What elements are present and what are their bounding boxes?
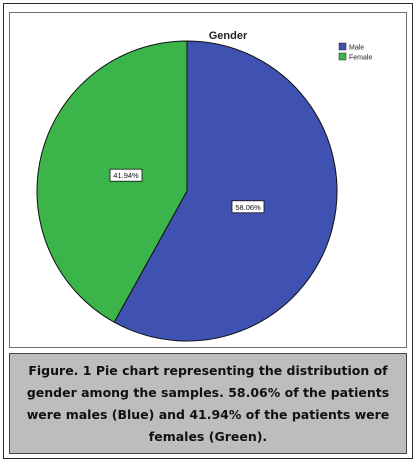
pie-slice-male bbox=[113, 40, 338, 342]
data-label-box-male bbox=[231, 200, 265, 214]
figure-caption: Figure. 1 Pie chart representing the dis… bbox=[26, 362, 390, 444]
figure-caption-box: Figure. 1 Pie chart representing the dis… bbox=[9, 353, 407, 454]
legend-label-female: Female bbox=[349, 55, 372, 62]
pie-chart: Gender 58.06% 41.94% Male Female bbox=[9, 12, 407, 348]
chart-legend: Male Female bbox=[338, 42, 372, 62]
data-label-female: 41.94% bbox=[113, 171, 139, 180]
data-label-box-female bbox=[109, 168, 143, 182]
legend-swatch-male bbox=[338, 42, 347, 51]
data-label-male: 58.06% bbox=[235, 203, 261, 212]
legend-label-male: Male bbox=[349, 45, 364, 52]
chart-title: Gender bbox=[209, 30, 248, 42]
legend-swatch-female bbox=[338, 52, 347, 61]
figure: Gender 58.06% 41.94% Male Female Figure. 1… bbox=[3, 3, 413, 459]
